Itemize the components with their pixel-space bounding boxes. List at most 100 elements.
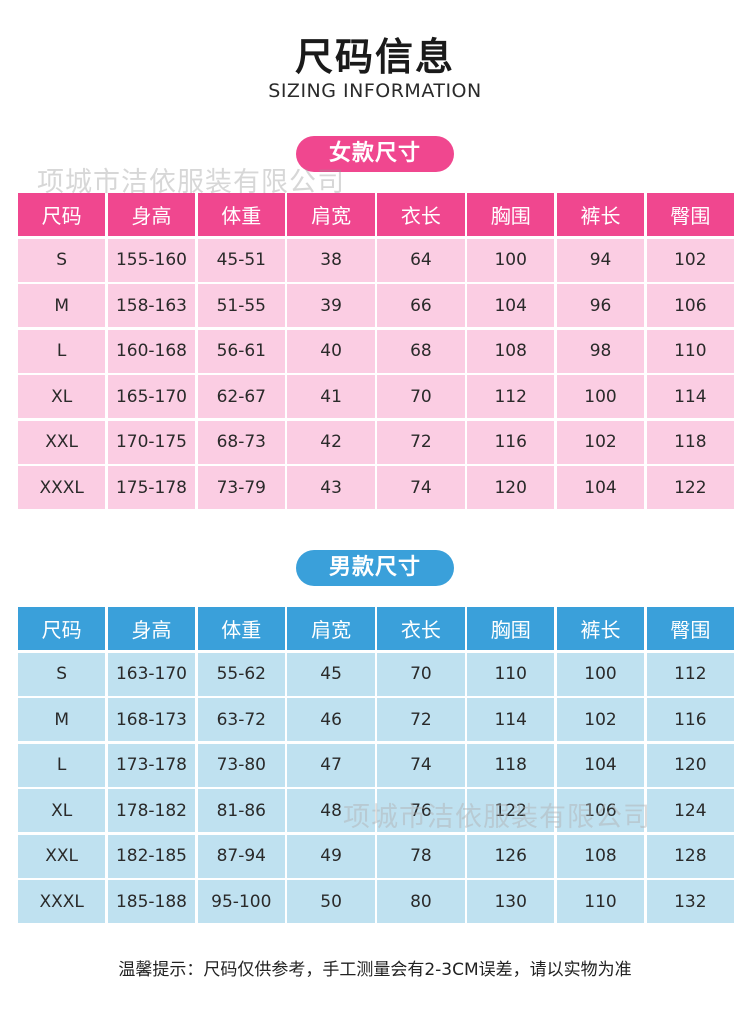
table-cell: 170-175 (107, 420, 196, 464)
table-cell: 49 (287, 834, 375, 878)
table-cell: L (18, 743, 106, 787)
table-row: XXXL 185-188 95-100 50 80 130 110 132 (18, 880, 734, 923)
table-cell: 80 (377, 880, 465, 923)
table-row: XXL 182-185 87-94 49 78 126 108 128 (18, 834, 734, 878)
table-row: XXL 170-175 68-73 42 72 116 102 118 (18, 420, 734, 464)
table-header-cell: 裤长 (556, 193, 645, 236)
table-header-row: 尺码 身高 体重 肩宽 衣长 胸围 裤长 臀围 (18, 193, 734, 236)
table-cell: 78 (377, 834, 465, 878)
table-row: S 155-160 45-51 38 64 100 94 102 (18, 238, 734, 282)
table-header-cell: 臀围 (646, 193, 734, 236)
table-cell: 70 (377, 375, 465, 418)
table-header-cell: 肩宽 (287, 193, 375, 236)
table-cell: 73-79 (197, 466, 285, 509)
table-row: M 158-163 51-55 39 66 104 96 106 (18, 284, 734, 327)
table-cell: 178-182 (107, 789, 196, 832)
table-cell: 72 (377, 698, 465, 741)
table-cell: 66 (377, 284, 465, 327)
table-cell: XXXL (18, 466, 106, 509)
table-cell: 73-80 (197, 743, 285, 787)
table-cell: XXXL (18, 880, 106, 923)
table-cell: 108 (556, 834, 645, 878)
table-cell: 43 (287, 466, 375, 509)
women-size-table: 尺码 身高 体重 肩宽 衣长 胸围 裤长 臀围 S 155-160 45-51 38 64 100 94 10… (18, 193, 734, 509)
table-cell: 100 (556, 375, 645, 418)
table-cell: 110 (467, 652, 555, 696)
table-cell: 102 (646, 238, 734, 282)
table-cell: 70 (377, 652, 465, 696)
table-header-cell: 身高 (107, 193, 196, 236)
table-header-row: 尺码 身高 体重 肩宽 衣长 胸围 裤长 臀围 (18, 607, 734, 650)
table-cell: 102 (556, 420, 645, 464)
table-row: L 173-178 73-80 47 74 118 104 120 (18, 743, 734, 787)
table-cell: 110 (646, 329, 734, 373)
table-cell: XXL (18, 420, 106, 464)
table-cell: 104 (556, 466, 645, 509)
table-cell: 130 (467, 880, 555, 923)
table-cell: S (18, 652, 106, 696)
men-section-label: 男款尺寸 (296, 550, 454, 586)
table-row: M 168-173 63-72 46 72 114 102 116 (18, 698, 734, 741)
table-cell: 185-188 (107, 880, 196, 923)
table-cell: 98 (556, 329, 645, 373)
table-cell: 124 (646, 789, 734, 832)
table-cell: 120 (646, 743, 734, 787)
table-cell: 96 (556, 284, 645, 327)
table-cell: 48 (287, 789, 375, 832)
table-cell: 160-168 (107, 329, 196, 373)
table-cell: 126 (467, 834, 555, 878)
table-cell: 163-170 (107, 652, 196, 696)
table-cell: 108 (467, 329, 555, 373)
table-cell: 116 (467, 420, 555, 464)
table-cell: 110 (556, 880, 645, 923)
table-cell: 74 (377, 466, 465, 509)
table-row: L 160-168 56-61 40 68 108 98 110 (18, 329, 734, 373)
table-cell: 56-61 (197, 329, 285, 373)
table-cell: 122 (467, 789, 555, 832)
table-cell: 158-163 (107, 284, 196, 327)
page-title: 尺码信息 (294, 35, 455, 79)
table-cell: 46 (287, 698, 375, 741)
table-cell: 168-173 (107, 698, 196, 741)
table-cell: 74 (377, 743, 465, 787)
table-cell: 95-100 (197, 880, 285, 923)
table-cell: 62-67 (197, 375, 285, 418)
table-cell: 94 (556, 238, 645, 282)
table-cell: 68 (377, 329, 465, 373)
table-cell: 106 (646, 284, 734, 327)
table-cell: 173-178 (107, 743, 196, 787)
table-cell: 38 (287, 238, 375, 282)
women-section-label: 女款尺寸 (296, 136, 454, 172)
table-cell: S (18, 238, 106, 282)
table-cell: 128 (646, 834, 734, 878)
table-cell: 122 (646, 466, 734, 509)
table-cell: 40 (287, 329, 375, 373)
table-cell: 114 (646, 375, 734, 418)
table-row: XL 178-182 81-86 48 76 122 106 124 (18, 789, 734, 832)
table-header-cell: 胸围 (467, 607, 555, 650)
table-cell: M (18, 698, 106, 741)
table-cell: 81-86 (197, 789, 285, 832)
table-cell: 51-55 (197, 284, 285, 327)
table-cell: 50 (287, 880, 375, 923)
table-header-cell: 尺码 (18, 607, 106, 650)
table-header-cell: 衣长 (377, 193, 465, 236)
table-cell: M (18, 284, 106, 327)
table-cell: 106 (556, 789, 645, 832)
table-cell: 104 (556, 743, 645, 787)
table-cell: 42 (287, 420, 375, 464)
table-cell: 112 (646, 652, 734, 696)
table-header-cell: 臀围 (646, 607, 734, 650)
table-cell: 114 (467, 698, 555, 741)
table-cell: 104 (467, 284, 555, 327)
footer-note: 温馨提示：尺码仅供参考，手工测量会有2-3CM误差，请以实物为准 (118, 960, 632, 980)
table-cell: 63-72 (197, 698, 285, 741)
table-cell: 55-62 (197, 652, 285, 696)
table-header-cell: 身高 (107, 607, 196, 650)
table-row: XXXL 175-178 73-79 43 74 120 104 122 (18, 466, 734, 509)
table-cell: 120 (467, 466, 555, 509)
table-cell: 64 (377, 238, 465, 282)
table-cell: 182-185 (107, 834, 196, 878)
table-cell: 41 (287, 375, 375, 418)
